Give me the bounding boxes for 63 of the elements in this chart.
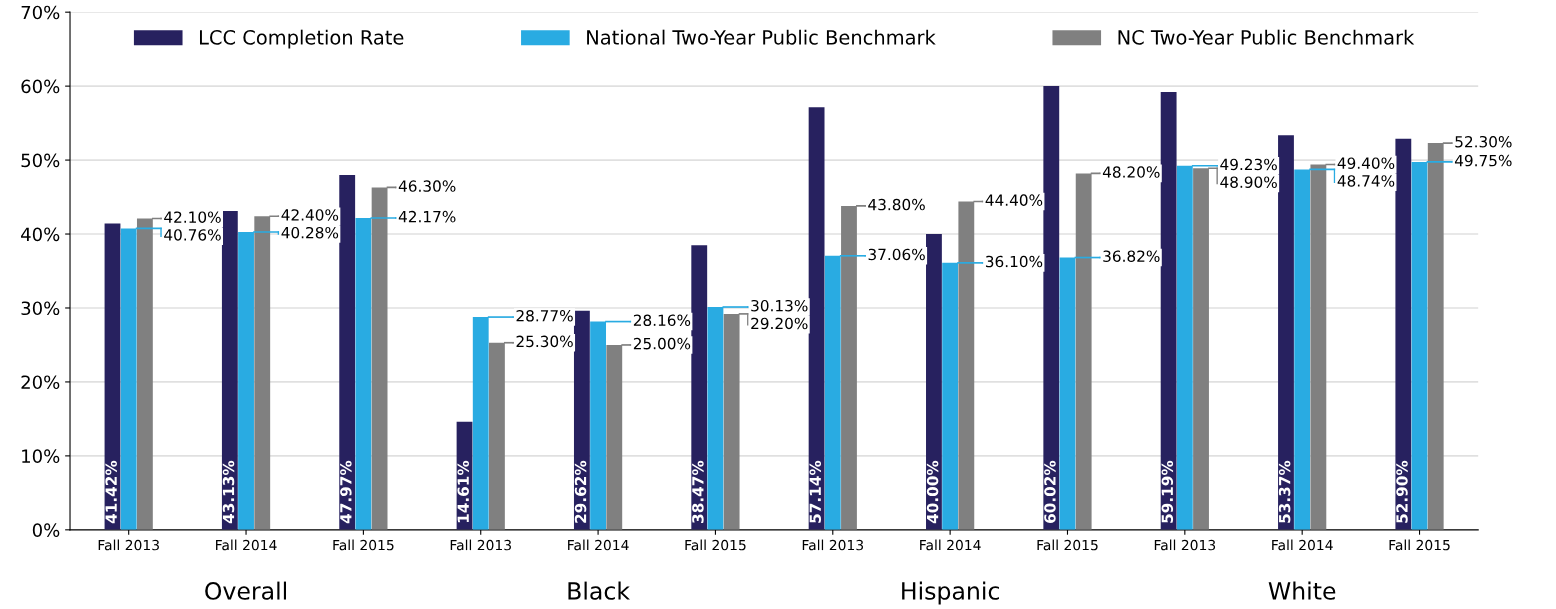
- data-label: 60.02%: [1044, 460, 1056, 523]
- text: Overall: [205, 581, 287, 600]
- data-label: 38.47%: [692, 460, 704, 523]
- y-tick-label: 30%: [21, 301, 60, 316]
- y-tick-label: 40%: [21, 227, 60, 242]
- data-label: 28.77%: [516, 309, 573, 322]
- data-label: 46.30%: [398, 180, 456, 192]
- data-label: 42.17%: [398, 210, 456, 223]
- y-tick-label: 10%: [22, 449, 60, 463]
- data-label: 36.10%: [985, 255, 1043, 268]
- x-tick-label: Fall 2015: [333, 539, 394, 551]
- data-label: 29.20%: [751, 317, 808, 330]
- data-label: 41.42%: [105, 460, 117, 524]
- legend-label: National Two-Year Public Benchmark: [587, 29, 936, 45]
- data-label: 57.14%: [809, 460, 822, 523]
- data-label: 48.74%: [1337, 175, 1395, 187]
- data-label: 42.40%: [281, 209, 339, 221]
- x-tick-label: Fall 2013: [98, 539, 159, 551]
- legend-label: NC Two-Year Public Benchmark: [1118, 29, 1415, 45]
- y-tick-label: 70%: [21, 5, 60, 20]
- data-label: 36.82%: [1103, 250, 1160, 262]
- data-label: 37.06%: [868, 248, 925, 261]
- data-label: 42.10%: [164, 211, 221, 223]
- x-tick-label: Fall 2013: [1154, 539, 1216, 551]
- data-label: 28.16%: [633, 314, 691, 327]
- x-tick-label: Fall 2015: [685, 539, 746, 551]
- y-tick-label: 20%: [21, 375, 60, 390]
- x-tick-label: Fall 2013: [450, 539, 511, 551]
- x-tick-label: Fall 2013: [802, 539, 864, 551]
- data-label: 25.30%: [516, 335, 573, 348]
- x-tick-label: Fall 2014: [920, 539, 981, 551]
- data-label: 43.80%: [868, 198, 925, 211]
- data-label: 48.20%: [1102, 166, 1160, 178]
- x-tick-label: Fall 2014: [216, 539, 277, 551]
- data-label: 49.40%: [1337, 157, 1395, 169]
- data-label: 30.13%: [751, 299, 808, 312]
- y-tick-label: 0%: [32, 523, 60, 537]
- legend-label: LCC Completion Rate: [200, 29, 404, 49]
- data-label: 52.90%: [1396, 460, 1408, 523]
- x-tick-label: Fall 2015: [1037, 539, 1098, 551]
- data-label: 40.76%: [164, 229, 221, 241]
- text: White: [1268, 581, 1336, 600]
- data-label: 49.75%: [1454, 154, 1512, 167]
- text: Black: [568, 581, 630, 600]
- data-label: 49.23%: [1220, 158, 1277, 171]
- data-label: 29.62%: [574, 460, 587, 523]
- y-tick-label: 60%: [21, 79, 60, 94]
- data-label: 43.13%: [222, 460, 235, 524]
- data-label: 40.28%: [281, 226, 339, 239]
- x-tick-label: Fall 2015: [1389, 539, 1450, 551]
- data-label: 53.37%: [1278, 460, 1291, 523]
- text: Hispanic: [902, 581, 999, 605]
- data-label: 25.00%: [633, 337, 691, 350]
- data-label: 47.97%: [340, 460, 352, 524]
- data-label: 14.61%: [457, 460, 469, 523]
- data-label: 48.90%: [1220, 176, 1277, 188]
- data-label: 52.30%: [1455, 135, 1512, 148]
- y-tick-label: 50%: [21, 153, 60, 168]
- x-tick-label: Fall 2014: [568, 539, 629, 551]
- x-tick-label: Fall 2014: [1272, 539, 1333, 551]
- data-label: 40.00%: [926, 460, 939, 524]
- data-label: 44.40%: [985, 194, 1043, 206]
- data-label: 59.19%: [1161, 460, 1174, 523]
